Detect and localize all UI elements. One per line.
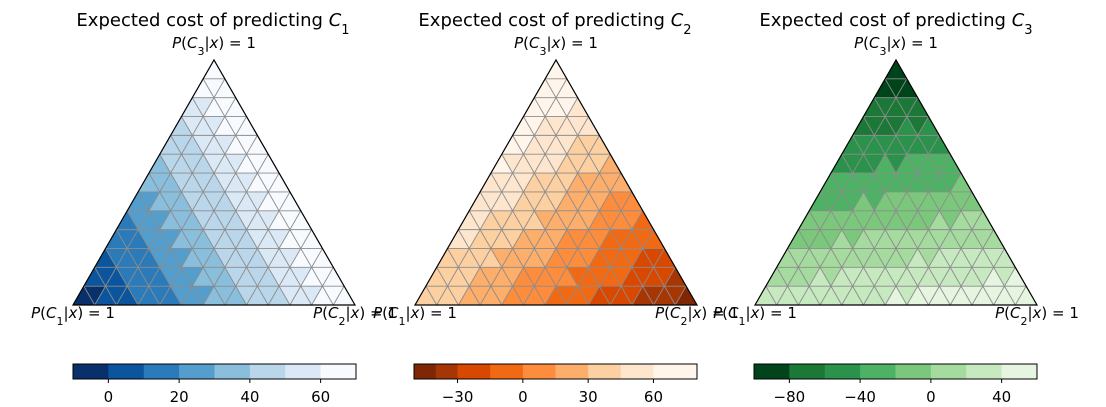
colorbar-band bbox=[285, 364, 321, 379]
contour-cell bbox=[545, 60, 567, 79]
colorbar-tick-label: 0 bbox=[926, 388, 936, 406]
ternary-panel-3: Expected cost of predicting C3P(C3|x) = … bbox=[713, 10, 1079, 406]
colorbar-band bbox=[179, 364, 215, 379]
colorbar-band bbox=[523, 364, 556, 379]
colorbar-band bbox=[436, 364, 458, 379]
colorbar-tick-label: −40 bbox=[844, 388, 876, 406]
colorbar-tick-label: 30 bbox=[579, 388, 598, 406]
colorbar-band bbox=[896, 364, 932, 379]
colorbar-tick-label: 60 bbox=[311, 388, 330, 406]
corner-label-left: P(C1|x) = 1 bbox=[373, 304, 457, 328]
colorbar-band bbox=[321, 364, 357, 379]
colorbar-band bbox=[458, 364, 491, 379]
contour-cell bbox=[203, 60, 225, 79]
colorbar-band bbox=[860, 364, 896, 379]
colorbar-tick-label: −30 bbox=[442, 388, 474, 406]
colorbar-band bbox=[789, 364, 825, 379]
colorbar-band bbox=[588, 364, 621, 379]
colorbar: −30 0 30 60 bbox=[414, 364, 697, 406]
colorbar-band bbox=[414, 364, 436, 379]
corner-label-left: P(C1|x) = 1 bbox=[31, 304, 115, 328]
colorbar-band bbox=[653, 364, 697, 379]
corner-label-right: P(C2|x) = 1 bbox=[995, 304, 1079, 328]
colorbar-tick-label: 20 bbox=[170, 388, 189, 406]
colorbar-band bbox=[490, 364, 523, 379]
colorbar-tick-label: 40 bbox=[992, 388, 1011, 406]
colorbar-band bbox=[621, 364, 654, 379]
colorbar-band bbox=[931, 364, 967, 379]
contour-cell bbox=[885, 60, 907, 79]
colorbar-tick-label: 40 bbox=[240, 388, 259, 406]
corner-label-left: P(C1|x) = 1 bbox=[713, 304, 797, 328]
colorbar-band bbox=[108, 364, 144, 379]
colorbar: 0 20 40 60 bbox=[73, 364, 356, 406]
colorbar-band bbox=[966, 364, 1002, 379]
colorbar-band bbox=[825, 364, 861, 379]
colorbar-band bbox=[1002, 364, 1038, 379]
corner-label-top: P(C3|x) = 1 bbox=[172, 34, 256, 58]
corner-label-top: P(C3|x) = 1 bbox=[514, 34, 598, 58]
colorbar-band bbox=[250, 364, 286, 379]
colorbar-band bbox=[215, 364, 251, 379]
ternary-panel-1: Expected cost of predicting C1P(C3|x) = … bbox=[31, 10, 397, 406]
colorbar-band bbox=[73, 364, 109, 379]
contour-fill bbox=[415, 60, 697, 305]
colorbar-tick-label: 60 bbox=[644, 388, 663, 406]
colorbar-tick-label: 0 bbox=[104, 388, 114, 406]
ternary-panel-2: Expected cost of predicting C2P(C3|x) = … bbox=[373, 10, 739, 406]
colorbar-tick-label: −80 bbox=[774, 388, 806, 406]
contour-fill bbox=[73, 60, 355, 305]
contour-fill bbox=[755, 60, 1037, 305]
corner-label-top: P(C3|x) = 1 bbox=[854, 34, 938, 58]
colorbar-band bbox=[144, 364, 180, 379]
colorbar-band bbox=[754, 364, 790, 379]
colorbar: −80 −40 0 40 bbox=[754, 364, 1037, 406]
colorbar-tick-label: 0 bbox=[518, 388, 528, 406]
colorbar-band bbox=[556, 364, 589, 379]
